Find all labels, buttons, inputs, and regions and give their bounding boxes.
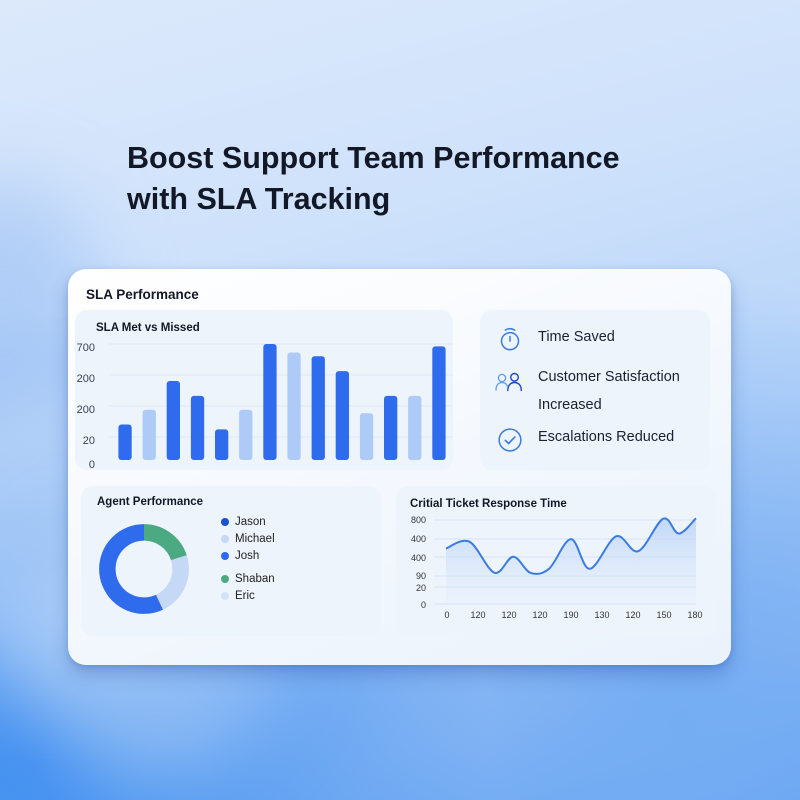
- svg-text:0: 0: [89, 459, 95, 471]
- svg-text:190: 190: [563, 610, 578, 620]
- svg-text:90: 90: [416, 571, 426, 581]
- svg-text:700: 700: [77, 342, 95, 354]
- svg-text:180: 180: [687, 610, 702, 620]
- svg-text:200: 200: [77, 404, 95, 416]
- svg-text:0: 0: [444, 610, 449, 620]
- svg-text:120: 120: [625, 610, 640, 620]
- svg-text:0: 0: [421, 600, 426, 610]
- svg-text:120: 120: [501, 610, 516, 620]
- svg-text:200: 200: [77, 373, 95, 385]
- svg-text:400: 400: [411, 553, 426, 563]
- svg-text:130: 130: [594, 610, 609, 620]
- svg-text:800: 800: [411, 515, 426, 525]
- svg-text:400: 400: [411, 534, 426, 544]
- svg-text:20: 20: [83, 435, 95, 447]
- svg-text:20: 20: [416, 583, 426, 593]
- svg-text:120: 120: [470, 610, 485, 620]
- svg-text:120: 120: [532, 610, 547, 620]
- svg-text:150: 150: [656, 610, 671, 620]
